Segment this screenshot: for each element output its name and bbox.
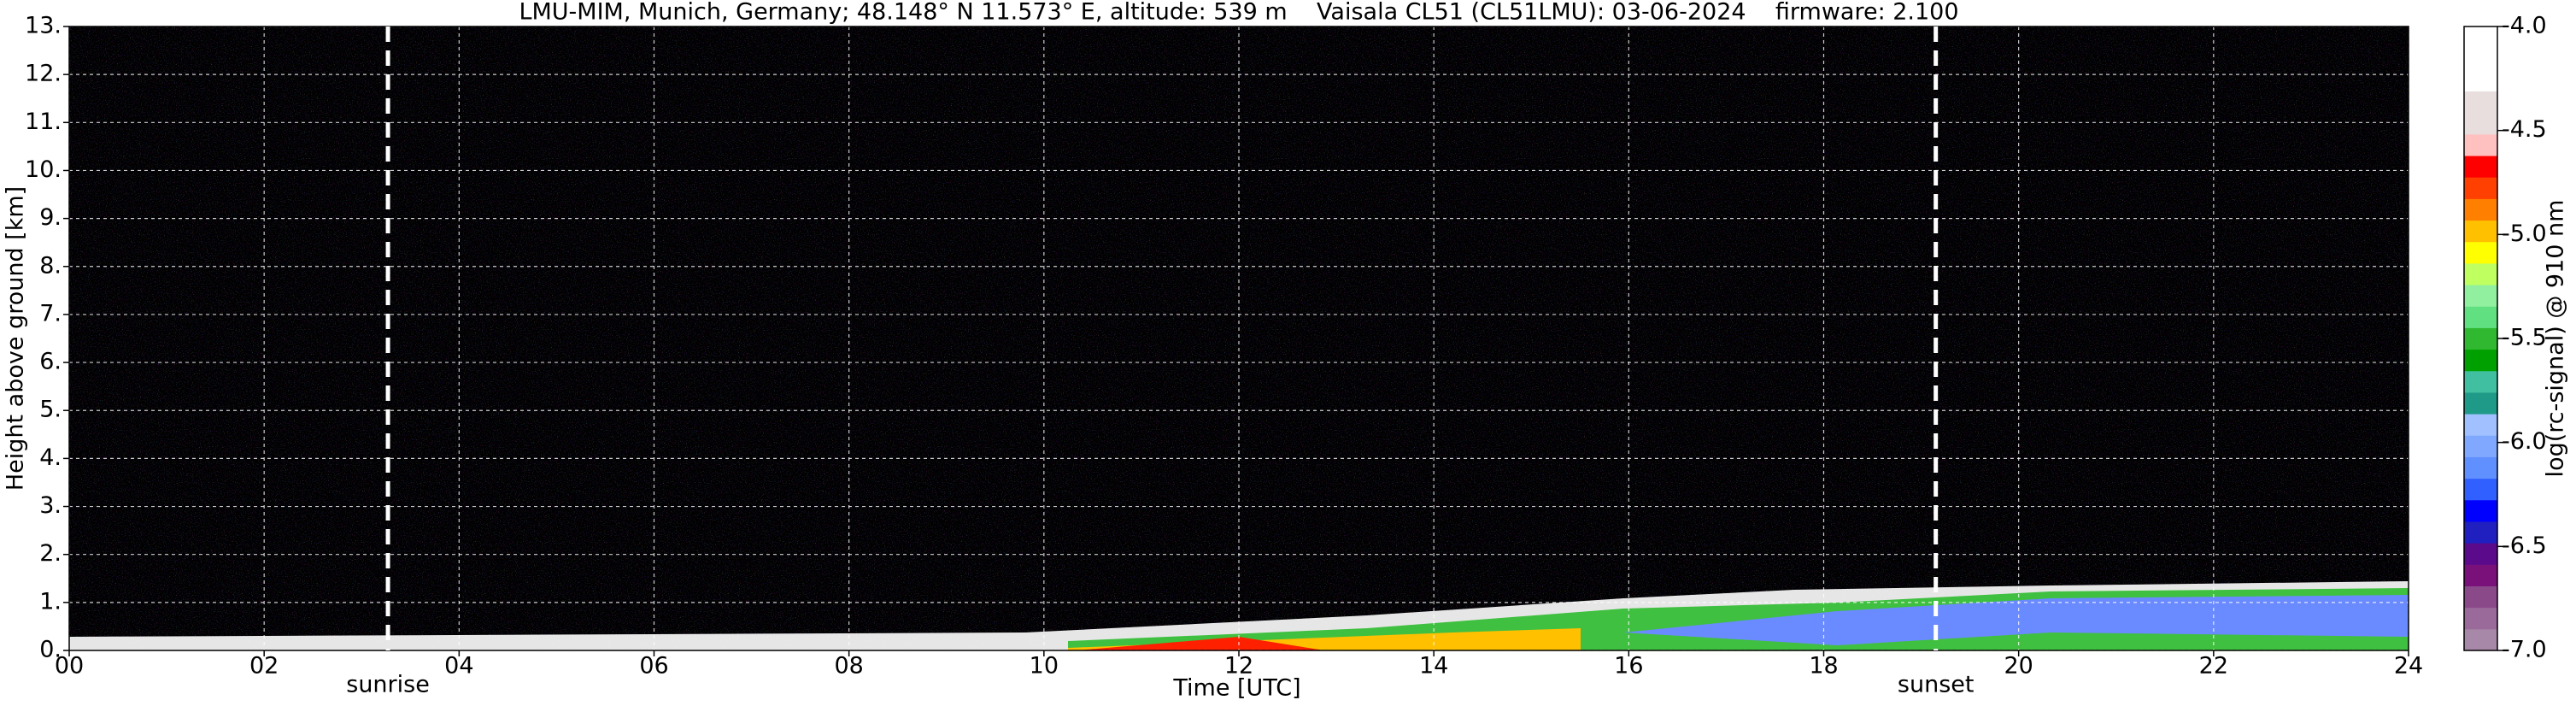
y-tick-label: 3. [39,492,62,519]
colorbar-segment [2464,26,2497,49]
colorbar-segment [2464,543,2497,565]
annotation-label: sunset [1898,672,1975,698]
colorbar-label: log(rc-signal) @ 910 nm [2543,200,2569,478]
x-tick-label: 08 [834,653,863,680]
colorbar-tick-label: -5.5 [2502,325,2547,351]
colorbar-tick-label: -4.5 [2502,116,2547,143]
colorbar-segment [2464,414,2497,436]
colorbar-segment [2464,349,2497,372]
signal-noise [69,26,2409,650]
y-tick-label: 5. [39,397,62,423]
boundary-layer-blue [1623,595,2409,645]
x-tick-label: 10 [1030,653,1059,680]
chart-title: LMU-MIM, Munich, Germany; 48.148° N 11.5… [519,0,1958,26]
annotation-label: sunrise [346,672,430,698]
y-tick-label: 7. [39,300,62,327]
colorbar-segment [2464,435,2497,457]
colorbar-tick-label: -7.0 [2502,637,2547,663]
y-tick-label: 10. [25,156,62,183]
colorbar-tick-label: -6.0 [2502,428,2547,455]
x-tick-label: 06 [639,653,668,680]
y-tick-label: 6. [39,349,62,375]
colorbar-segment [2464,391,2497,415]
colorbar-segment [2464,48,2497,70]
y-tick-label: 12. [25,61,62,87]
x-tick-label: 20 [2004,653,2033,680]
x-axis-label: Time [UTC] [1172,675,1300,702]
boundary-layer-red [1077,637,1324,650]
colorbar-segment [2464,198,2497,221]
colorbar-segment [2464,521,2497,544]
colorbar-segment [2464,478,2497,501]
y-tick-label: 1. [39,588,62,615]
colorbar-tick-label: -6.5 [2502,532,2547,559]
y-tick-label: 9. [39,204,62,231]
colorbar-segment [2464,177,2497,199]
x-tick-label: 00 [55,653,84,680]
y-tick-label: 11. [25,109,62,135]
colorbar-segment [2464,262,2497,285]
x-tick-label: 12 [1224,653,1253,680]
y-tick-label: 13. [25,13,62,39]
x-tick-label: 24 [2394,653,2423,680]
colorbar-segment [2464,133,2497,156]
colorbar-segment [2464,564,2497,586]
x-tick-label: 18 [1809,653,1838,680]
y-axis-label: Height above ground [km] [3,186,29,491]
colorbar-segment [2464,370,2497,393]
colorbar-segment [2464,456,2497,479]
x-tick-label: 22 [2199,653,2228,680]
x-tick-label: 04 [444,653,473,680]
colorbar-segment [2464,112,2497,135]
y-tick-label: 8. [39,252,62,279]
colorbar-segment [2464,285,2497,307]
y-tick-label: 4. [39,444,62,471]
x-tick-label: 16 [1614,653,1643,680]
colorbar-segment [2464,585,2497,609]
colorbar-segment [2464,628,2497,651]
y-tick-label: 0. [39,637,62,663]
colorbar-segment [2464,499,2497,522]
x-tick-label: 02 [249,653,279,680]
colorbar-segment [2464,607,2497,630]
colorbar-segment [2464,156,2497,178]
y-tick-label: 2. [39,540,62,567]
colorbar-segment [2464,220,2497,243]
colorbar-segment [2464,327,2497,350]
colorbar-segment [2464,91,2497,114]
colorbar-tick-label: -4.0 [2502,13,2547,39]
colorbar-segment [2464,306,2497,328]
colorbar-segment [2464,69,2497,92]
x-tick-label: 14 [1419,653,1448,680]
colorbar-segment [2464,241,2497,264]
colorbar-tick-label: -5.0 [2502,221,2547,247]
